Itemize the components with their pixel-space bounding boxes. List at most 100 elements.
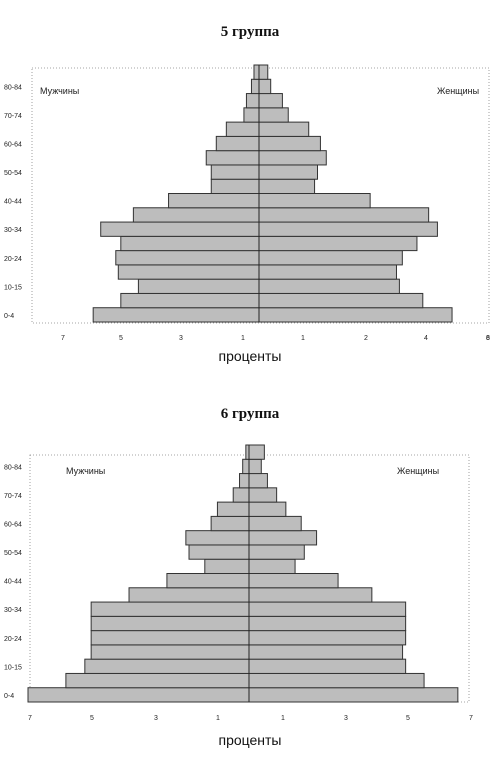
women-bar-1-0 [258,307,453,323]
women-bar-1-7 [258,207,430,223]
x-axis-label-2: проценты [218,732,281,748]
men-bar-2-3 [90,644,250,660]
age-tick-2-2: 20-24 [4,636,22,643]
age-tick-1-0: 0-4 [4,313,14,320]
women-bar-1-17 [258,64,269,80]
women-bar-1-9 [258,178,316,195]
age-tick-1-8: 80-84 [4,84,22,91]
age-tick-2-0: 0-4 [4,693,14,700]
x-tick-2-7: 7 [469,715,473,722]
men-bar-2-7 [128,587,250,603]
age-tick-1-5: 50-54 [4,170,22,177]
men-bar-1-10 [210,164,260,180]
x-tick-1-6: 4 [424,335,428,342]
legend-women-2: Женщины [397,466,439,476]
men-bar-1-7 [132,207,260,223]
women-bar-2-17 [248,444,265,460]
men-bar-1-12 [215,135,260,152]
women-bar-1-12 [258,135,321,152]
legend-men-1: Мужчины [40,86,79,96]
men-bar-2-5 [90,615,250,632]
men-bar-1-9 [210,178,260,195]
x-tick-1-8: 8 [486,335,490,342]
age-tick-2-5: 50-54 [4,550,22,557]
age-tick-1-6: 60-64 [4,142,22,149]
women-bar-1-11 [258,150,327,166]
men-bar-1-6 [100,221,260,237]
men-bar-2-1 [65,672,250,689]
women-bar-2-6 [248,601,407,617]
men-bar-2-4 [90,630,250,646]
women-bar-1-1 [258,292,424,309]
men-bar-2-6 [90,601,250,617]
age-tick-1-4: 40-44 [4,199,22,206]
chart-title-1: 5 группа [221,24,280,40]
x-tick-1-3: 1 [241,335,245,342]
age-tick-1-7: 70-74 [4,113,22,120]
women-bar-2-14 [248,487,278,503]
men-bar-2-16 [242,458,250,475]
x-tick-2-0: 7 [28,715,32,722]
women-bar-2-0 [248,687,459,703]
women-bar-1-15 [258,93,283,109]
men-bar-1-13 [225,121,260,137]
age-tick-2-7: 70-74 [4,493,22,500]
men-bar-2-9 [204,558,250,575]
women-bar-1-6 [258,221,438,237]
women-bar-1-16 [258,78,272,95]
men-bar-2-11 [185,530,250,546]
age-tick-1-3: 30-34 [4,227,22,234]
age-tick-2-1: 10-15 [4,664,22,671]
women-bar-1-13 [258,121,310,137]
women-bar-2-1 [248,672,425,689]
age-tick-2-3: 30-34 [4,607,22,614]
x-tick-2-5: 3 [344,715,348,722]
women-bar-2-15 [248,473,268,489]
x-tick-1-4: 1 [301,335,305,342]
men-bar-2-8 [166,573,250,589]
men-bar-1-5 [120,235,260,252]
x-tick-2-1: 5 [90,715,94,722]
x-axis-label-1: проценты [218,348,281,364]
women-bar-1-4 [258,250,403,266]
legend-men-2: Мужчины [66,466,105,476]
women-bar-2-13 [248,501,287,517]
women-bar-2-5 [248,615,407,632]
men-bar-2-0 [27,687,250,703]
women-bar-2-3 [248,644,404,660]
age-tick-2-8: 80-84 [4,464,22,471]
men-bar-1-2 [137,278,260,294]
women-bar-1-5 [258,235,418,252]
men-bar-1-8 [168,193,260,209]
women-bar-2-2 [248,658,407,674]
x-tick-2-4: 1 [281,715,285,722]
women-bar-2-9 [248,558,296,575]
men-bar-1-17 [253,64,260,80]
women-bar-2-12 [248,515,302,532]
women-bar-2-11 [248,530,318,546]
men-bar-1-16 [250,78,260,95]
women-bar-1-8 [258,193,371,209]
men-bar-2-12 [210,515,250,532]
x-tick-2-2: 3 [154,715,158,722]
men-bar-2-14 [232,487,250,503]
legend-women-1: Женщины [437,86,479,96]
women-bar-1-14 [258,107,289,123]
x-tick-2-3: 1 [216,715,220,722]
men-bar-1-14 [243,107,260,123]
men-bar-2-13 [216,501,250,517]
men-bar-1-15 [245,93,260,109]
men-bar-2-15 [239,473,250,489]
x-tick-1-0: 7 [61,335,65,342]
x-tick-1-1: 5 [119,335,123,342]
women-bar-1-10 [258,164,318,180]
women-bar-2-16 [248,458,262,475]
x-tick-1-5: 2 [364,335,368,342]
women-bar-2-8 [248,573,339,589]
women-bar-1-2 [258,278,400,294]
men-bar-1-4 [115,250,260,266]
men-bar-1-1 [120,292,260,309]
men-bar-1-3 [117,264,260,280]
men-bar-1-11 [205,150,260,166]
